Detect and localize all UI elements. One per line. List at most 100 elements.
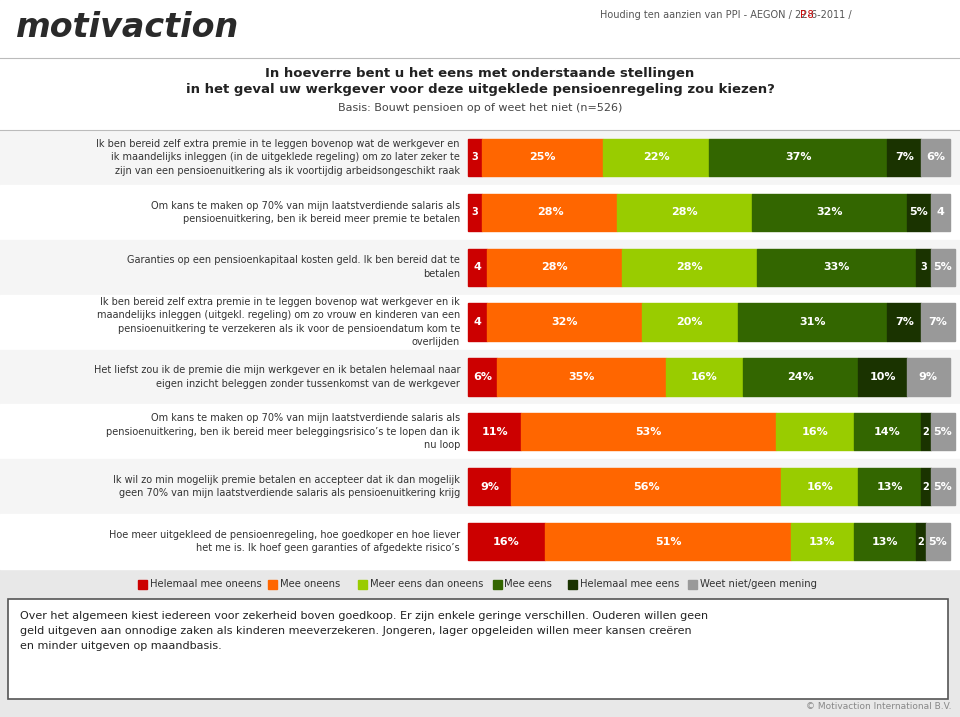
Text: Ik wil zo min mogelijk premie betalen en accepteer dat ik dan mogelijk
geen 70% : Ik wil zo min mogelijk premie betalen en… <box>113 475 460 498</box>
Bar <box>687 579 697 589</box>
Text: 32%: 32% <box>816 207 843 217</box>
Bar <box>512 468 781 505</box>
Text: 5%: 5% <box>909 207 928 217</box>
Bar <box>468 194 483 231</box>
Text: 4: 4 <box>473 262 482 272</box>
Text: Over het algemeen kiest iedereen voor zekerheid boven goedkoop. Er zijn enkele g: Over het algemeen kiest iedereen voor ze… <box>20 611 708 652</box>
Text: 13%: 13% <box>876 482 903 492</box>
Bar <box>906 194 931 231</box>
Text: 33%: 33% <box>824 262 850 272</box>
Text: 25%: 25% <box>530 153 556 163</box>
Bar <box>521 413 777 450</box>
Text: 9%: 9% <box>919 372 938 382</box>
Text: Helemaal mee eens: Helemaal mee eens <box>580 579 679 589</box>
Bar <box>921 413 931 450</box>
Text: 6%: 6% <box>926 153 945 163</box>
Text: in het geval uw werkgever voor deze uitgeklede pensioenregeling zou kiezen?: in het geval uw werkgever voor deze uitg… <box>185 83 775 97</box>
Bar <box>468 303 488 341</box>
Text: 3: 3 <box>920 262 926 272</box>
Bar <box>921 139 950 176</box>
Text: 5%: 5% <box>933 262 952 272</box>
Bar <box>791 523 853 560</box>
Text: 51%: 51% <box>655 536 682 546</box>
Text: Mee eens: Mee eens <box>505 579 552 589</box>
Bar <box>137 579 147 589</box>
Text: 2: 2 <box>923 427 929 437</box>
Text: 9%: 9% <box>480 482 499 492</box>
Text: 28%: 28% <box>672 207 698 217</box>
Text: Het liefst zou ik de premie die mijn werkgever en ik betalen helemaal naar
eigen: Het liefst zou ik de premie die mijn wer… <box>93 365 460 389</box>
Bar <box>483 139 603 176</box>
Bar <box>268 579 276 589</box>
Bar <box>887 139 921 176</box>
Text: Ik ben bereid zelf extra premie in te leggen bovenop wat werkgever en ik
maandel: Ik ben bereid zelf extra premie in te le… <box>97 297 460 348</box>
Bar <box>0 460 960 514</box>
Bar <box>906 358 950 396</box>
Bar <box>931 249 955 286</box>
Text: 11%: 11% <box>481 427 508 437</box>
Text: 28%: 28% <box>677 262 703 272</box>
Text: 31%: 31% <box>800 317 826 327</box>
Text: 28%: 28% <box>537 207 564 217</box>
Bar <box>853 413 921 450</box>
Text: Mee oneens: Mee oneens <box>279 579 340 589</box>
Text: 7%: 7% <box>895 153 914 163</box>
Bar <box>622 249 757 286</box>
Text: 2: 2 <box>923 482 929 492</box>
Text: 16%: 16% <box>691 372 717 382</box>
Bar <box>858 468 921 505</box>
Bar <box>468 468 512 505</box>
Text: 16%: 16% <box>806 482 833 492</box>
Bar <box>931 413 955 450</box>
Bar <box>916 523 925 560</box>
Text: 32%: 32% <box>551 317 578 327</box>
Bar <box>709 139 887 176</box>
Bar <box>858 358 906 396</box>
Bar <box>0 0 960 58</box>
FancyBboxPatch shape <box>8 599 948 699</box>
Text: 7%: 7% <box>928 317 948 327</box>
Text: motivaction: motivaction <box>16 11 239 44</box>
Bar <box>887 303 921 341</box>
Text: 5%: 5% <box>933 427 952 437</box>
Text: P.8: P.8 <box>800 9 814 19</box>
Text: Hoe meer uitgekleed de pensioenregeling, hoe goedkoper en hoe liever
het me is. : Hoe meer uitgekleed de pensioenregeling,… <box>108 530 460 554</box>
Bar <box>468 249 488 286</box>
Bar <box>492 579 501 589</box>
Text: Helemaal mee oneens: Helemaal mee oneens <box>150 579 261 589</box>
Text: 13%: 13% <box>872 536 899 546</box>
Text: 20%: 20% <box>677 317 703 327</box>
Text: Basis: Bouwt pensioen op of weet het niet (n=526): Basis: Bouwt pensioen op of weet het nie… <box>338 103 622 113</box>
Bar <box>603 139 709 176</box>
Bar <box>357 579 367 589</box>
Bar <box>0 404 960 460</box>
Text: 3: 3 <box>472 207 479 217</box>
Bar <box>468 523 545 560</box>
Text: 53%: 53% <box>636 427 662 437</box>
Bar <box>665 358 743 396</box>
Bar <box>483 194 617 231</box>
Bar <box>931 194 950 231</box>
Text: 4: 4 <box>473 317 482 327</box>
Text: 3: 3 <box>472 153 479 163</box>
Text: 35%: 35% <box>568 372 594 382</box>
Text: 5%: 5% <box>928 536 948 546</box>
Bar <box>545 523 791 560</box>
Bar <box>0 295 960 349</box>
Text: 14%: 14% <box>874 427 900 437</box>
Text: 22%: 22% <box>642 153 669 163</box>
Text: 16%: 16% <box>802 427 828 437</box>
Text: Om kans te maken op 70% van mijn laatstverdiende salaris als
pensioenuitkering, : Om kans te maken op 70% van mijn laatstv… <box>151 201 460 224</box>
Bar <box>488 249 622 286</box>
Bar <box>497 358 665 396</box>
Bar <box>567 579 577 589</box>
Text: 4: 4 <box>936 207 945 217</box>
Text: Om kans te maken op 70% van mijn laatstverdiende salaris als
pensioenuitkering, : Om kans te maken op 70% van mijn laatstv… <box>107 413 460 450</box>
Bar <box>925 523 950 560</box>
Bar <box>468 358 497 396</box>
Bar <box>753 194 906 231</box>
Bar <box>641 303 738 341</box>
Text: 16%: 16% <box>493 536 520 546</box>
Bar <box>468 413 521 450</box>
Bar <box>468 139 483 176</box>
